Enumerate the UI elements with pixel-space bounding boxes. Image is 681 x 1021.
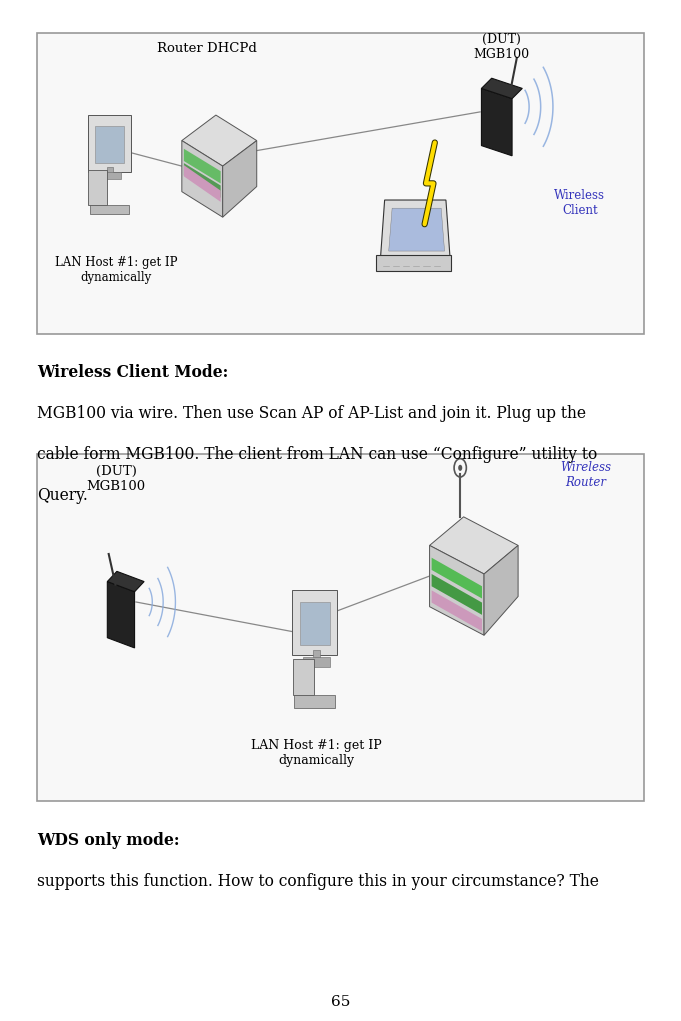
FancyBboxPatch shape (37, 33, 644, 334)
FancyBboxPatch shape (95, 127, 125, 163)
Text: (DUT)
MGB100: (DUT) MGB100 (473, 33, 529, 60)
Text: Wireless
Router: Wireless Router (560, 461, 612, 489)
FancyBboxPatch shape (294, 695, 335, 708)
Polygon shape (108, 572, 144, 592)
FancyBboxPatch shape (302, 657, 330, 667)
FancyBboxPatch shape (293, 659, 313, 695)
FancyBboxPatch shape (99, 173, 121, 180)
Polygon shape (481, 89, 512, 156)
Polygon shape (432, 557, 482, 598)
Polygon shape (381, 200, 450, 257)
FancyBboxPatch shape (90, 205, 129, 214)
FancyBboxPatch shape (292, 590, 337, 655)
Polygon shape (430, 545, 484, 635)
Text: (DUT)
MGB100: (DUT) MGB100 (86, 465, 146, 493)
FancyBboxPatch shape (313, 650, 319, 658)
Text: WDS only mode:: WDS only mode: (37, 832, 180, 849)
Polygon shape (432, 574, 482, 615)
Polygon shape (182, 115, 257, 166)
Text: Router DHCPd: Router DHCPd (157, 42, 257, 55)
FancyBboxPatch shape (89, 171, 108, 205)
Polygon shape (184, 149, 221, 184)
Text: 65: 65 (331, 994, 350, 1009)
Text: LAN Host #1: get IP
dynamically: LAN Host #1: get IP dynamically (251, 739, 381, 767)
Polygon shape (108, 582, 135, 648)
Polygon shape (430, 517, 518, 574)
Polygon shape (184, 165, 221, 202)
Text: cable form MGB100. The client from LAN can use “Configure” utility to: cable form MGB100. The client from LAN c… (37, 446, 598, 464)
FancyBboxPatch shape (88, 115, 131, 173)
FancyBboxPatch shape (108, 167, 113, 174)
Text: LAN Host #1: get IP
dynamically: LAN Host #1: get IP dynamically (55, 255, 178, 284)
Text: supports this function. How to configure this in your circumstance? The: supports this function. How to configure… (37, 873, 599, 890)
Polygon shape (484, 545, 518, 635)
Circle shape (458, 465, 462, 471)
Polygon shape (389, 208, 445, 251)
Polygon shape (184, 163, 221, 198)
Polygon shape (481, 79, 522, 99)
Text: Query.: Query. (37, 487, 89, 504)
FancyBboxPatch shape (376, 255, 451, 272)
Polygon shape (223, 141, 257, 217)
Text: Wireless Client Mode:: Wireless Client Mode: (37, 364, 229, 382)
Polygon shape (182, 141, 223, 217)
FancyBboxPatch shape (37, 454, 644, 801)
FancyBboxPatch shape (300, 602, 330, 645)
Text: Wireless
Client: Wireless Client (554, 189, 605, 217)
Text: MGB100 via wire. Then use Scan AP of AP-List and join it. Plug up the: MGB100 via wire. Then use Scan AP of AP-… (37, 405, 586, 423)
Polygon shape (432, 590, 482, 631)
